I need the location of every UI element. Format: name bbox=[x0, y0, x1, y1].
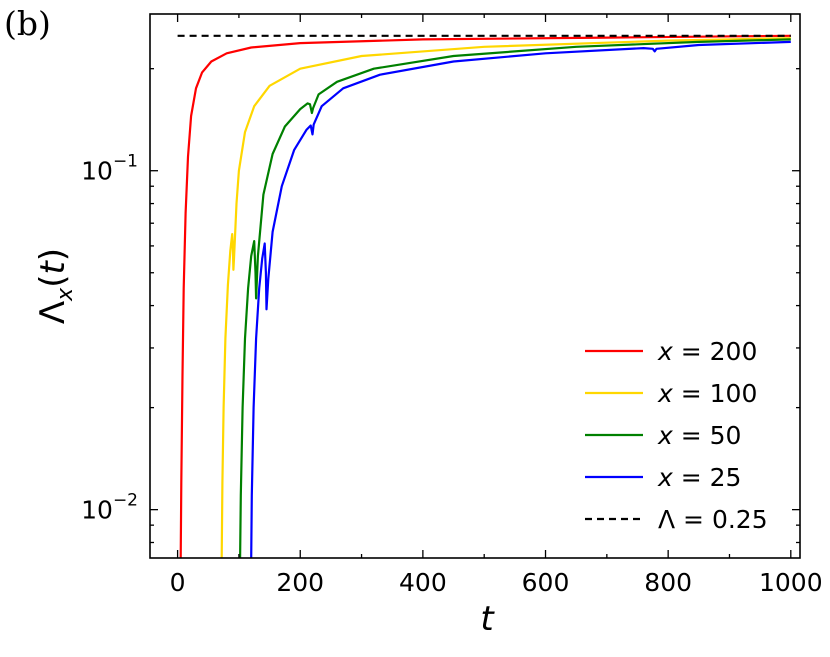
series-line-0 bbox=[179, 34, 791, 558]
panel-label: (b) bbox=[4, 4, 51, 43]
x-tick-label: 600 bbox=[522, 568, 570, 597]
series-line-3 bbox=[250, 40, 791, 558]
plot-frame bbox=[149, 13, 801, 559]
x-tick-label: 800 bbox=[644, 568, 692, 597]
y-axis-ticks: 10−2 10−1 bbox=[81, 68, 800, 544]
x-axis-label: t bbox=[480, 599, 495, 639]
legend-label: x = 200 bbox=[657, 337, 757, 366]
y-axis-label-group: Λx(t) bbox=[33, 248, 78, 324]
y-axis-label: Λx(t) bbox=[33, 248, 78, 324]
legend-label: x = 50 bbox=[657, 421, 741, 450]
x-tick-label: 400 bbox=[399, 568, 447, 597]
y-tick-label: 10−1 bbox=[81, 152, 138, 186]
legend: x = 200 x = 100 x = 50 x = 25 Λ = 0.25 bbox=[585, 337, 768, 534]
legend-label: x = 25 bbox=[657, 463, 741, 492]
y-tick-label: 10−2 bbox=[81, 491, 138, 525]
x-axis-ticks: 0 200 400 600 800 1000 bbox=[170, 14, 823, 597]
x-tick-label: 1000 bbox=[759, 568, 823, 597]
x-tick-label: 200 bbox=[276, 568, 324, 597]
x-tick-label: 0 bbox=[170, 568, 186, 597]
legend-label: x = 100 bbox=[657, 379, 757, 408]
series-line-1 bbox=[220, 37, 791, 558]
series-layer bbox=[177, 34, 791, 558]
series-line-2 bbox=[239, 38, 791, 558]
legend-label: Λ = 0.25 bbox=[658, 505, 768, 534]
